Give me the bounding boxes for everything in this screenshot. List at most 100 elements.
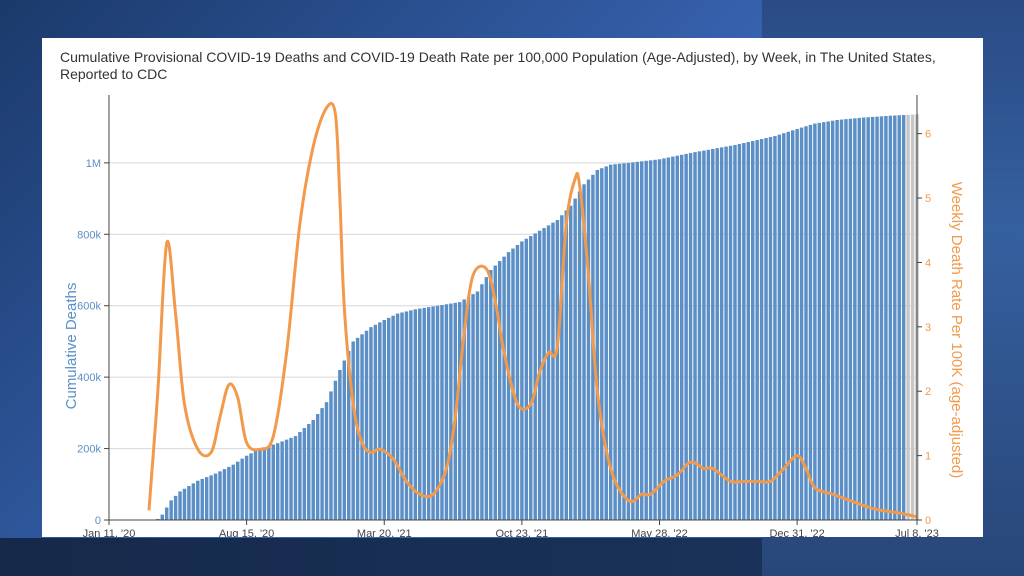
bar-series <box>151 114 919 521</box>
bar <box>790 130 795 520</box>
bar <box>204 477 209 520</box>
bar <box>253 450 258 520</box>
bar <box>466 296 471 520</box>
bar <box>457 302 462 520</box>
bar <box>426 307 431 520</box>
bar <box>693 152 697 520</box>
x-tick-label: May 28, '22 <box>631 528 688 537</box>
rate-line-series <box>147 101 918 519</box>
bar <box>697 151 702 520</box>
bar <box>249 453 253 520</box>
y2-tick-label: 0 <box>925 515 931 527</box>
bar <box>822 122 826 521</box>
bar <box>795 128 799 520</box>
bar <box>497 261 502 520</box>
bar <box>835 120 839 520</box>
bar <box>302 428 307 520</box>
bar <box>369 327 373 520</box>
bar <box>675 155 679 520</box>
bar <box>826 121 830 520</box>
bar <box>160 514 165 520</box>
bar <box>382 320 386 520</box>
bar <box>861 117 866 520</box>
bar <box>493 265 497 520</box>
bar <box>196 480 200 520</box>
bar <box>582 184 586 521</box>
y2-tick-label: 2 <box>925 386 931 398</box>
bar <box>751 141 755 520</box>
bar <box>808 124 813 521</box>
bar <box>786 131 790 520</box>
bar <box>897 115 901 520</box>
bar <box>347 350 351 520</box>
bar <box>236 461 240 520</box>
y2-tick-label: 3 <box>925 322 931 334</box>
bar <box>209 475 213 520</box>
bar <box>586 179 591 520</box>
bar <box>830 120 835 520</box>
bar <box>617 163 622 520</box>
bar <box>329 391 333 520</box>
bar <box>702 150 706 521</box>
bar <box>191 483 196 520</box>
bar <box>449 303 453 520</box>
bar <box>280 441 284 520</box>
bar <box>613 164 617 521</box>
bar <box>604 166 608 520</box>
bar <box>875 116 879 520</box>
bar <box>662 158 666 520</box>
y2-tick-label: 5 <box>925 193 931 205</box>
bar <box>338 370 342 520</box>
bar <box>724 146 728 520</box>
bar <box>409 310 413 520</box>
left-axis-label: Cumulative Deaths <box>63 283 80 410</box>
y-tick-label: 600k <box>77 301 101 313</box>
bar <box>418 308 422 520</box>
bar <box>640 161 644 520</box>
bar <box>622 163 626 520</box>
bar <box>560 215 564 520</box>
bar <box>435 305 440 520</box>
axes <box>108 95 918 521</box>
bar <box>755 140 759 520</box>
bar <box>293 436 298 520</box>
bar <box>169 500 173 520</box>
bar <box>404 311 409 520</box>
bar <box>706 149 711 520</box>
bar <box>671 156 675 520</box>
bar <box>533 233 537 520</box>
bar <box>546 225 551 520</box>
bar <box>471 294 475 520</box>
bar <box>759 139 764 521</box>
bar <box>271 444 275 520</box>
y2-tick-label: 6 <box>925 129 931 141</box>
bar <box>542 228 546 521</box>
bar <box>298 432 302 520</box>
bar <box>187 486 191 520</box>
bar <box>262 447 267 520</box>
bar <box>529 236 533 521</box>
bar <box>737 144 742 520</box>
bar <box>222 469 227 520</box>
bar <box>555 220 560 520</box>
bar <box>644 160 648 520</box>
bar <box>315 414 320 520</box>
y-tick-label: 1M <box>86 158 101 170</box>
bar <box>275 443 280 520</box>
x-tick-label: Jan 11, '20 <box>83 528 136 537</box>
bar <box>804 126 808 520</box>
bar <box>378 322 382 520</box>
y-tick-label: 800k <box>77 229 101 241</box>
bar <box>742 143 746 520</box>
bar <box>857 117 862 521</box>
bar <box>688 153 693 520</box>
bar <box>817 122 822 520</box>
bar <box>289 437 293 520</box>
bar <box>364 330 369 520</box>
right-axis-label: Weekly Death Rate Per 100K (age-adjusted… <box>948 182 965 479</box>
bar <box>657 159 662 520</box>
bar <box>360 334 364 520</box>
x-tick-label: Oct 23, '21 <box>495 528 548 537</box>
bar <box>782 133 786 520</box>
x-tick-label: Aug 15, '20 <box>219 528 274 537</box>
